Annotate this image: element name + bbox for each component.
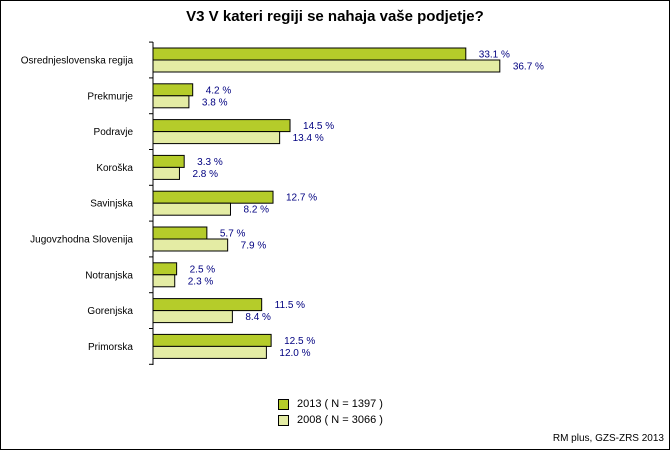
bar-2008 bbox=[152, 238, 229, 252]
legend-label-2013: 2013 ( N = 1397 ) bbox=[297, 398, 383, 410]
bar-2013 bbox=[152, 154, 185, 168]
data-label: 36.7 % bbox=[513, 62, 544, 73]
legend: 2013 ( N = 1397 ) 2008 ( N = 3066 ) bbox=[278, 396, 383, 428]
category-label: Podravje bbox=[94, 127, 134, 138]
data-label: 5.7 % bbox=[220, 229, 246, 240]
data-label: 11.5 % bbox=[275, 300, 305, 311]
category-label: Jugovzhodna Slovenija bbox=[30, 235, 133, 246]
bar-2013 bbox=[152, 119, 291, 133]
legend-item-2013: 2013 ( N = 1397 ) bbox=[278, 396, 383, 412]
data-label: 8.4 % bbox=[245, 312, 271, 323]
bar-2008 bbox=[152, 131, 281, 145]
bar-2008 bbox=[152, 345, 267, 359]
bar-2008 bbox=[152, 95, 190, 109]
bar-2008 bbox=[152, 202, 231, 216]
category-label: Prekmurje bbox=[87, 91, 133, 102]
category-label: Osrednjeslovenska regija bbox=[21, 56, 134, 67]
data-label: 7.9 % bbox=[241, 241, 267, 252]
data-label: 12.0 % bbox=[279, 348, 310, 359]
legend-swatch-2013 bbox=[278, 398, 289, 410]
data-label: 33.1 % bbox=[479, 50, 510, 61]
data-label: 12.5 % bbox=[284, 336, 315, 347]
bar-2008 bbox=[152, 166, 180, 180]
data-label: 13.4 % bbox=[293, 133, 324, 144]
category-label: Gorenjska bbox=[87, 306, 133, 317]
bar-2008 bbox=[152, 59, 501, 73]
data-label: 14.5 % bbox=[303, 121, 334, 132]
bar-2013 bbox=[152, 298, 263, 312]
source-note: RM plus, GZS-ZRS 2013 bbox=[552, 433, 664, 444]
category-label: Primorska bbox=[88, 342, 133, 353]
data-label: 2.5 % bbox=[190, 264, 216, 275]
bar-2013 bbox=[152, 226, 208, 240]
data-label: 2.3 % bbox=[188, 276, 214, 287]
bar-2008 bbox=[152, 274, 176, 288]
bar-2008 bbox=[152, 310, 233, 324]
data-label: 12.7 % bbox=[286, 193, 317, 204]
legend-swatch-2008 bbox=[278, 414, 289, 426]
chart-title: V3 V kateri regiji se nahaja vaše podjet… bbox=[186, 8, 484, 25]
data-label: 2.8 % bbox=[192, 169, 218, 180]
data-label: 8.2 % bbox=[243, 205, 269, 216]
legend-label-2008: 2008 ( N = 3066 ) bbox=[297, 414, 383, 426]
category-label: Koroška bbox=[96, 163, 133, 174]
category-label: Notranjska bbox=[85, 270, 133, 281]
bar-2013 bbox=[152, 83, 194, 97]
data-label: 4.2 % bbox=[206, 85, 232, 96]
category-label: Savinjska bbox=[90, 199, 133, 210]
bar-2013 bbox=[152, 333, 272, 347]
data-label: 3.3 % bbox=[197, 157, 223, 168]
bar-2013 bbox=[152, 190, 274, 204]
legend-item-2008: 2008 ( N = 3066 ) bbox=[278, 412, 383, 428]
data-label: 3.8 % bbox=[202, 97, 228, 108]
bar-2013 bbox=[152, 47, 467, 61]
bar-2013 bbox=[152, 262, 178, 276]
